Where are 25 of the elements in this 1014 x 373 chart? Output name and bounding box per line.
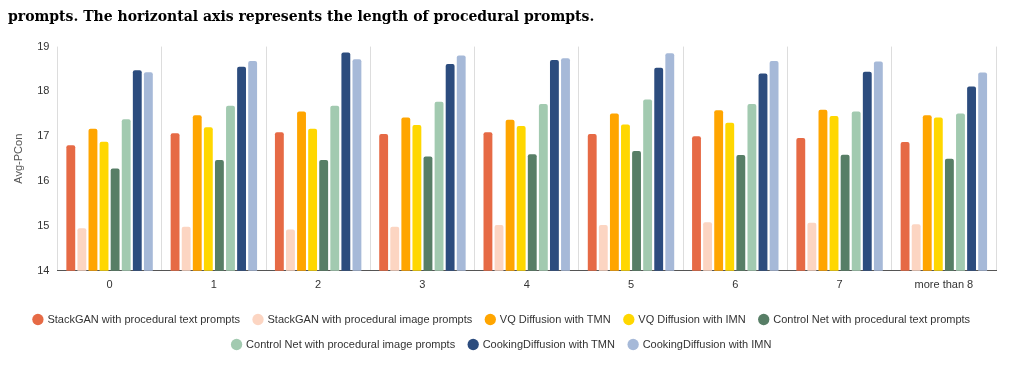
y-tick-label: 18 [37,84,50,97]
x-tick-label: 6 [732,278,739,291]
x-tick-label: 3 [419,278,426,291]
x-tick-label: 7 [836,278,843,291]
x-tick-label: more than 8 [914,278,974,291]
x-tick-label: 0 [106,278,113,291]
x-tick-label: 2 [315,278,322,291]
legend-label: StackGAN with procedural text prompts [47,312,241,325]
legend-label: CookingDiffusion with IMN [642,337,772,350]
legend-label: VQ Diffusion with IMN [638,312,746,325]
y-tick-label: 16 [37,174,50,187]
x-tick-label: 5 [627,278,635,291]
legend-label: CookingDiffusion with TMN [482,337,615,350]
y-tick-label: 14 [37,263,50,276]
legend-label: Control Net with procedural text prompts [773,312,971,325]
x-tick-label: 1 [210,278,217,291]
legend-label: StackGAN with procedural image prompts [267,312,473,325]
y-axis-title: Avg-PCon [11,133,24,184]
y-tick-label: 17 [37,129,50,142]
x-tick-label: 4 [523,278,530,291]
legend-label: Control Net with procedural image prompts [246,337,456,350]
y-tick-label: 15 [37,218,50,231]
chart-title: prompts. The horizontal axis represents the length of procedural prompts. [8,8,596,24]
legend-label: VQ Diffusion with TMN [499,312,611,325]
y-tick-label: 19 [37,39,50,52]
